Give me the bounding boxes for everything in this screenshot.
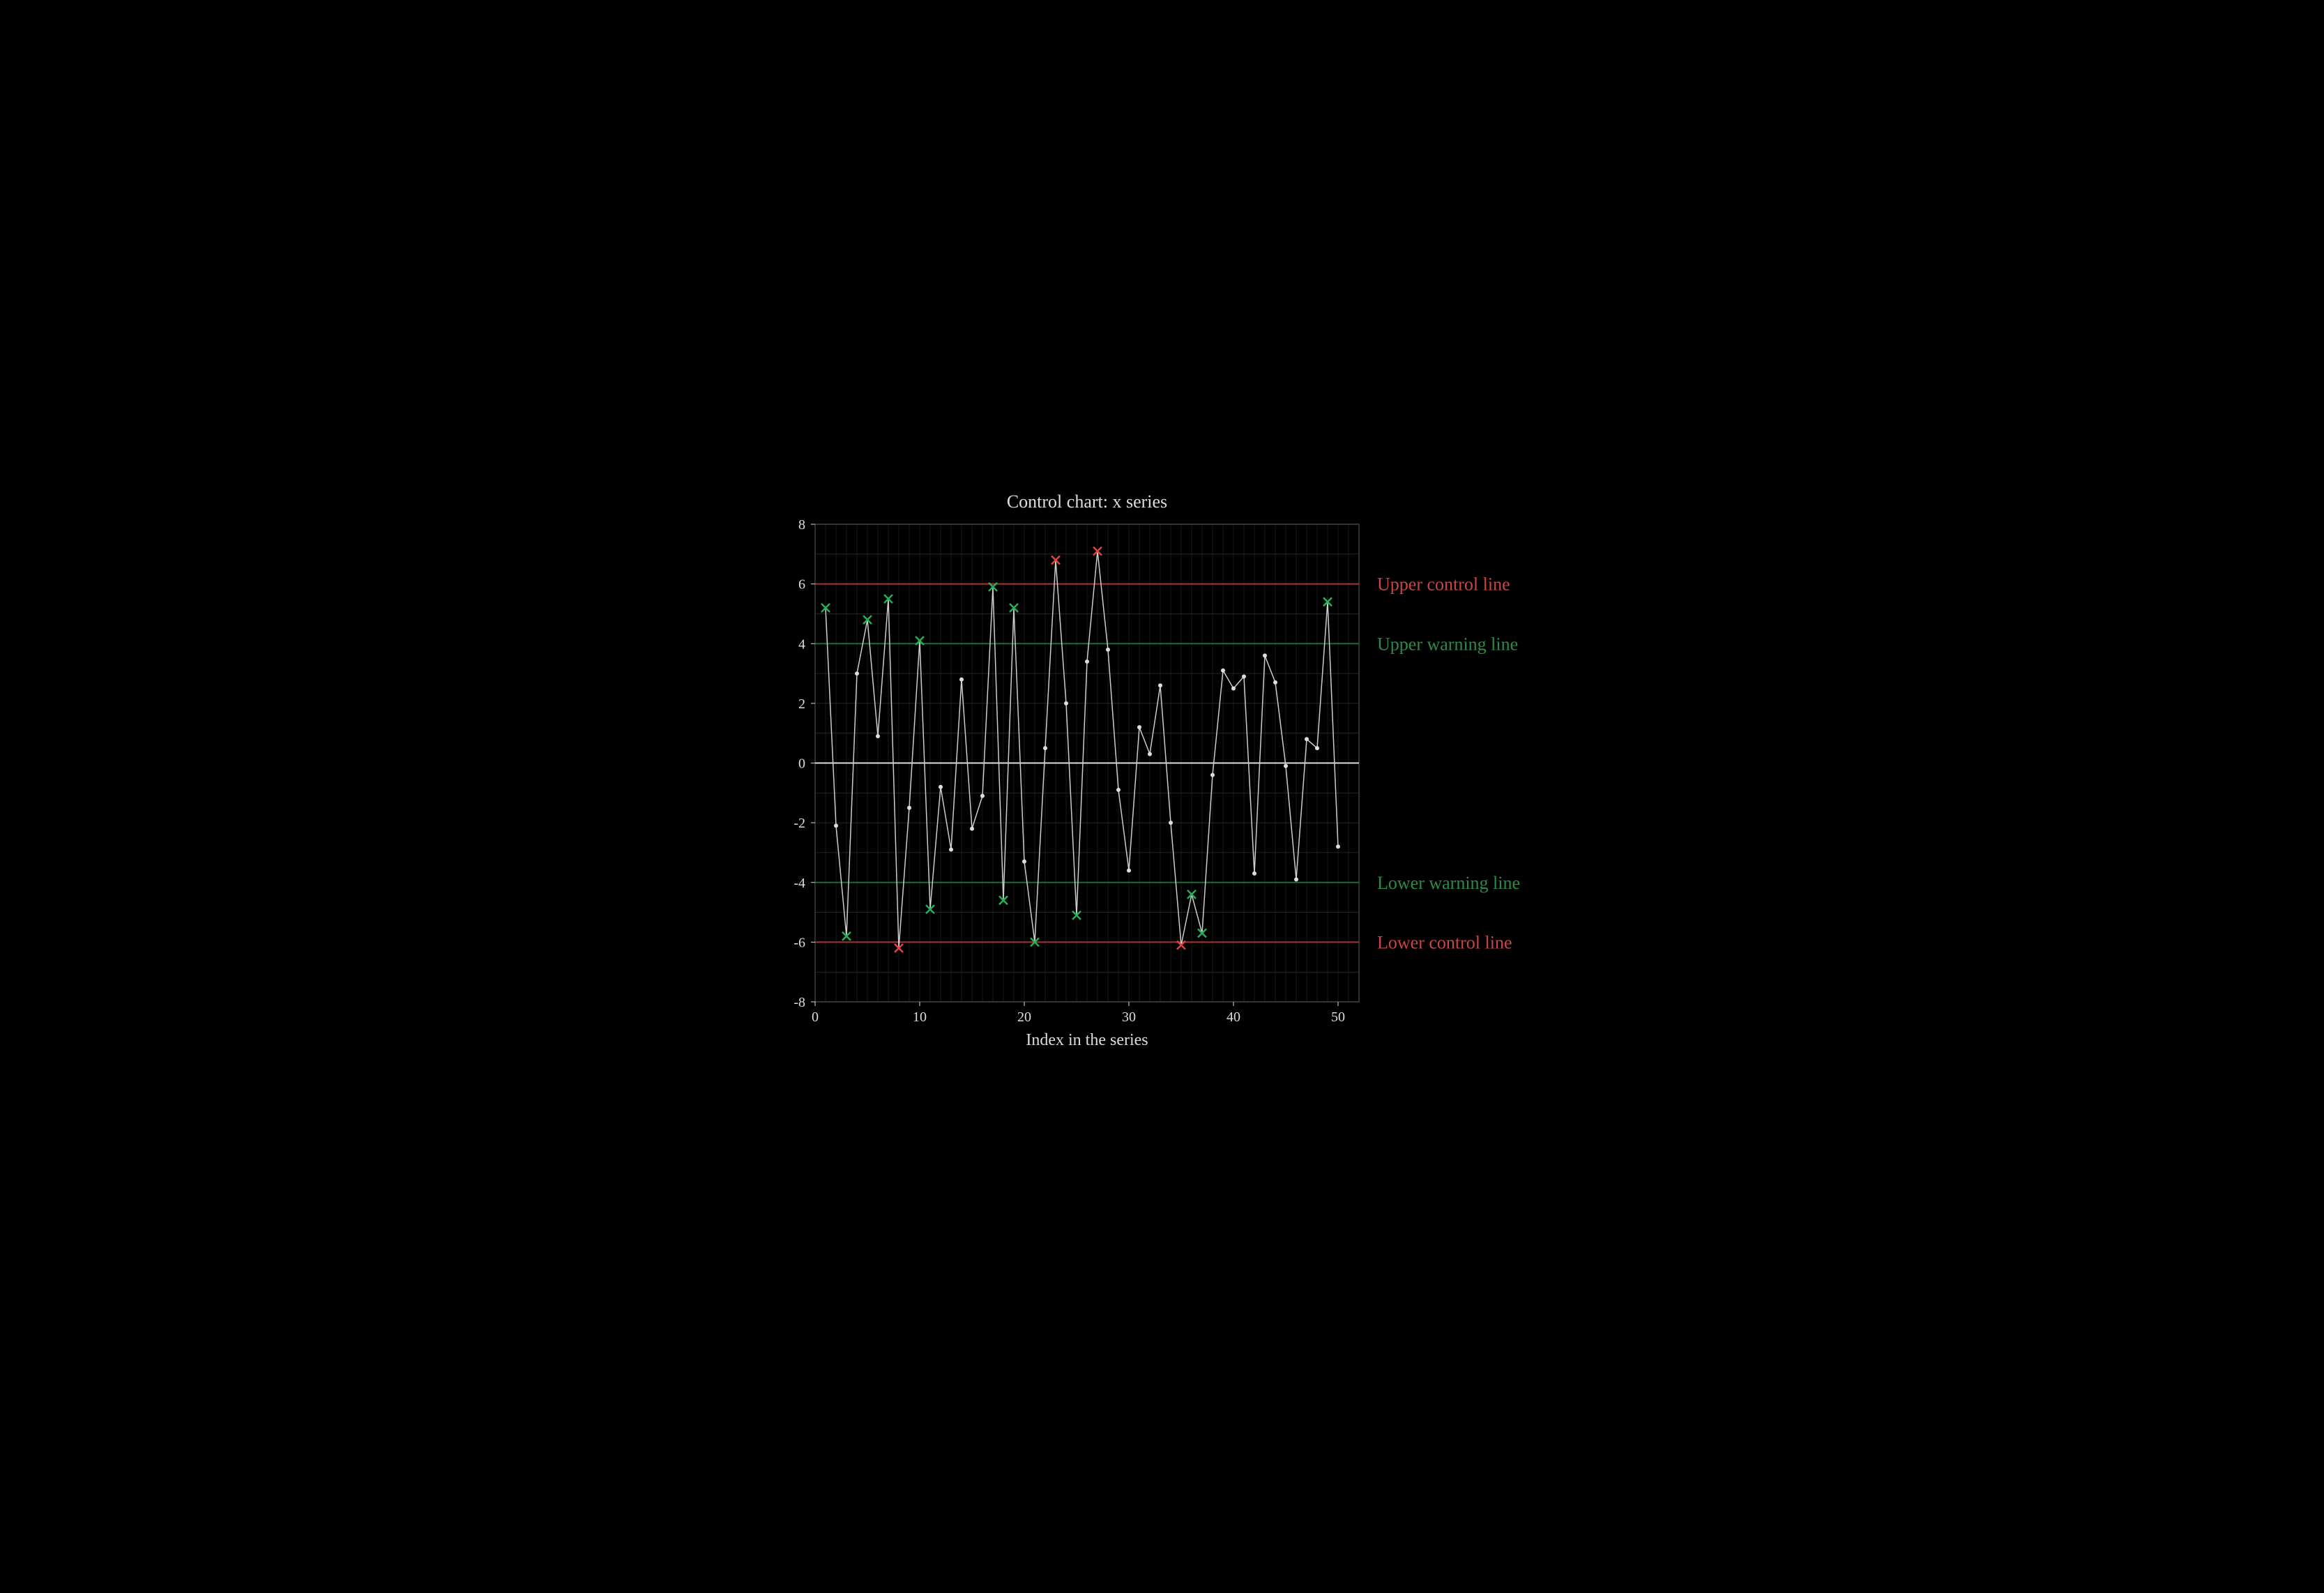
svg-text:-4: -4: [793, 875, 805, 890]
svg-text:8: 8: [798, 517, 805, 533]
chart-svg: 0 10 20 30 40 50 -8 -6 -4 -2 0 2 4 6 8 Upper control li…: [704, 482, 1621, 1111]
svg-text:50: 50: [1331, 1009, 1345, 1025]
svg-text:40: 40: [1226, 1009, 1240, 1025]
svg-text:Upper control line: Upper control line: [1377, 574, 1510, 594]
svg-text:Control chart: x series: Control chart: x series: [1006, 491, 1167, 512]
svg-text:-6: -6: [793, 935, 805, 950]
svg-text:10: 10: [913, 1009, 927, 1025]
control-chart: 0 10 20 30 40 50 -8 -6 -4 -2 0 2 4 6 8 Upper control li…: [704, 482, 1621, 1111]
svg-text:Upper warning line: Upper warning line: [1377, 634, 1518, 654]
svg-text:0: 0: [798, 756, 805, 771]
svg-text:-8: -8: [793, 995, 805, 1010]
svg-text:Lower warning line: Lower warning line: [1377, 872, 1520, 892]
svg-text:20: 20: [1017, 1009, 1031, 1025]
svg-text:Index in the series: Index in the series: [1026, 1031, 1148, 1049]
svg-text:6: 6: [798, 577, 805, 592]
svg-text:0: 0: [812, 1009, 819, 1025]
svg-text:4: 4: [798, 637, 805, 652]
svg-text:Lower control line: Lower control line: [1377, 932, 1512, 952]
svg-text:30: 30: [1122, 1009, 1136, 1025]
svg-text:2: 2: [798, 696, 805, 711]
svg-text:-2: -2: [793, 816, 805, 831]
